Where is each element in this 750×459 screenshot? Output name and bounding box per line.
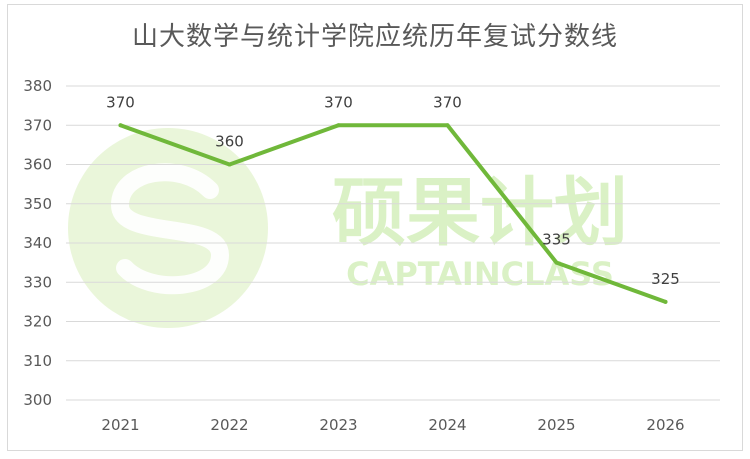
data-point <box>336 123 341 128</box>
y-tick-label: 310 <box>23 352 52 370</box>
watermark-en-text: CAPTAINCLASS <box>346 255 614 293</box>
data-label: 360 <box>215 133 244 151</box>
grid-lines <box>66 85 720 401</box>
x-tick-label: 2026 <box>646 416 684 434</box>
y-tick-label: 330 <box>23 273 52 291</box>
x-tick-label: 2024 <box>428 416 466 434</box>
data-point <box>227 162 232 167</box>
data-point <box>663 299 668 304</box>
data-label: 370 <box>106 93 135 111</box>
data-labels: 370 360 370 370 335 325 <box>106 93 680 288</box>
data-point <box>118 123 123 128</box>
x-axis: 2021 2022 2023 2024 2025 2026 <box>101 416 684 434</box>
watermark: 硕果计划 CAPTAINCLASS <box>68 128 628 328</box>
y-tick-label: 380 <box>23 77 52 95</box>
watermark-cn-text: 硕果计划 <box>332 170 628 256</box>
y-tick-label: 320 <box>23 313 52 331</box>
x-tick-label: 2021 <box>101 416 139 434</box>
data-label: 325 <box>651 270 680 288</box>
y-tick-label: 360 <box>23 156 52 174</box>
chart-title: 山大数学与统计学院应统历年复试分数线 <box>131 22 618 52</box>
data-point <box>554 260 559 265</box>
y-axis: 300 310 320 330 340 350 360 370 380 <box>23 77 52 409</box>
x-tick-label: 2025 <box>537 416 575 434</box>
data-label: 370 <box>324 93 353 111</box>
x-tick-label: 2023 <box>319 416 357 434</box>
y-tick-label: 370 <box>23 116 52 134</box>
data-label: 335 <box>542 231 571 249</box>
data-point <box>445 123 450 128</box>
y-tick-label: 340 <box>23 234 52 252</box>
series-line <box>118 123 668 304</box>
x-tick-label: 2022 <box>210 416 248 434</box>
data-label: 370 <box>433 93 462 111</box>
watermark-logo-swirl-icon <box>110 163 230 295</box>
y-tick-label: 300 <box>23 391 52 409</box>
series-layer <box>118 123 668 304</box>
y-tick-label: 350 <box>23 195 52 213</box>
